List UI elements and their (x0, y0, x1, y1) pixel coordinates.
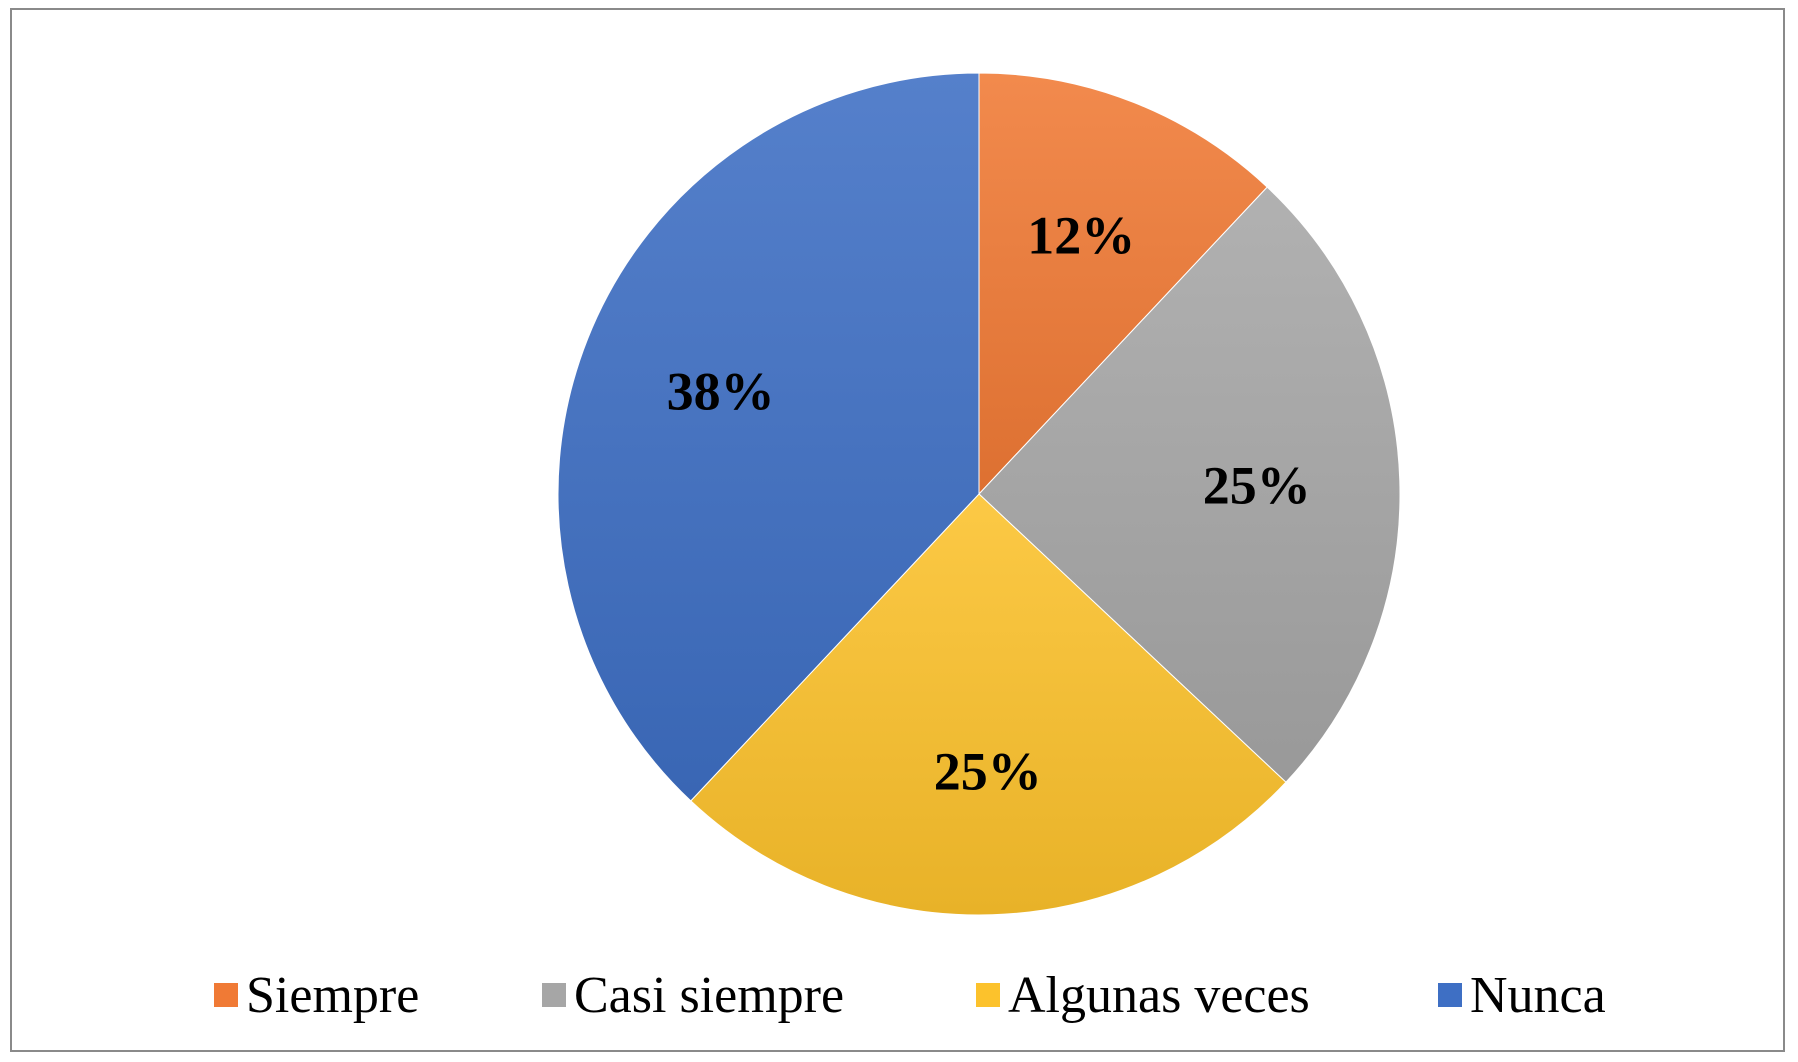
legend: Siempre Casi siempre Algunas veces Nunca (0, 960, 1798, 1030)
data-label-casi-siempre: 25% (1203, 455, 1311, 515)
legend-label-nunca: Nunca (1470, 966, 1606, 1024)
legend-swatch-nunca (1438, 983, 1462, 1007)
pie-slice-siempre (978, 72, 1268, 496)
legend-label-algunas-veces: Algunas veces (1008, 966, 1310, 1024)
pie-slice-nunca (557, 72, 980, 802)
pie-slice-casi-siempre (978, 186, 1401, 783)
legend-item-casi-siempre: Casi siempre (542, 960, 844, 1030)
legend-item-siempre: Siempre (214, 960, 419, 1030)
legend-item-nunca: Nunca (1438, 960, 1606, 1030)
legend-label-casi-siempre: Casi siempre (574, 966, 845, 1024)
data-label-nunca: 38% (667, 362, 775, 422)
legend-label-siempre: Siempre (246, 966, 420, 1024)
pie-slice-algunas-veces (690, 493, 1287, 916)
legend-item-algunas-veces: Algunas veces (976, 960, 1310, 1030)
legend-swatch-siempre (214, 983, 238, 1007)
data-label-siempre: 12% (1027, 206, 1135, 266)
data-label-algunas-veces: 25% (934, 742, 1042, 802)
legend-swatch-casi-siempre (542, 983, 566, 1007)
legend-swatch-algunas-veces (976, 983, 1000, 1007)
